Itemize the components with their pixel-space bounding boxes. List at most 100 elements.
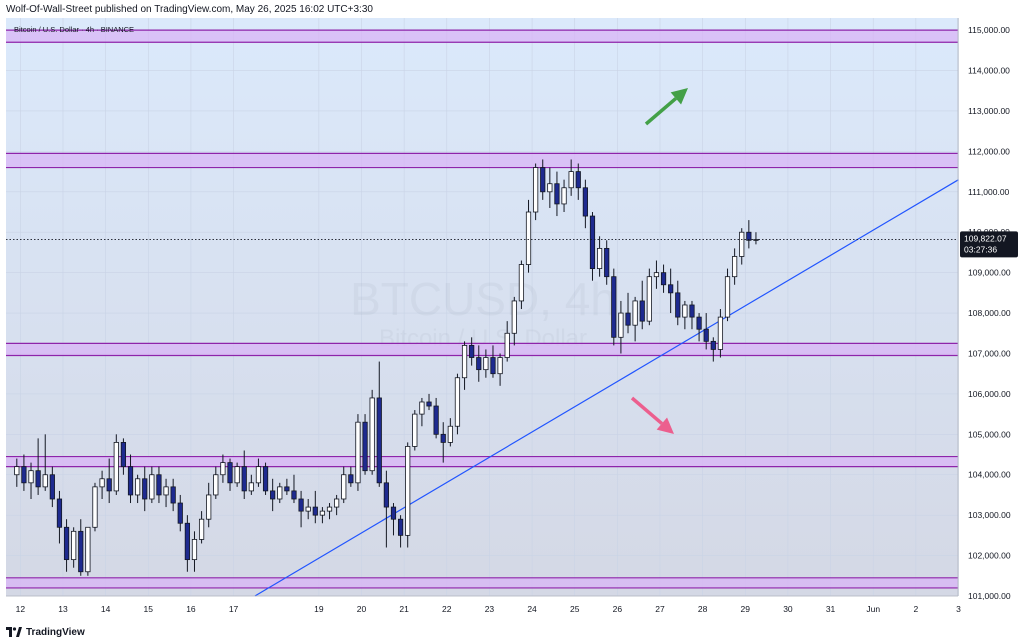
x-tick-label: 31 [826, 604, 836, 614]
candle [639, 280, 645, 330]
candle-body [561, 187, 567, 205]
y-tick-label: 101,000.00 [968, 591, 1011, 601]
price-chart[interactable]: BTCUSD, 4h Bitcoin / U.S. Dollar Bitcoin… [0, 18, 1024, 624]
candle-body [660, 272, 667, 286]
candle-body [220, 462, 226, 476]
candle [696, 313, 702, 342]
candle-body [405, 446, 411, 536]
candle [262, 462, 269, 495]
candle-body [42, 474, 48, 488]
time-axis[interactable]: 12 13 14 15 16 17 19 20 21 22 23 24 25 26 27 28 29 30 31 Ju… [6, 595, 961, 614]
candle [710, 337, 716, 362]
candle [511, 296, 517, 346]
candle [241, 450, 247, 499]
candle-body [291, 490, 297, 500]
candle [739, 228, 745, 265]
footer: TradingView [6, 624, 85, 640]
candle-body [14, 466, 20, 476]
y-tick-label: 102,000.00 [968, 551, 1011, 561]
candle-body [724, 276, 731, 318]
candle [113, 434, 119, 495]
candle [319, 507, 326, 524]
candle [49, 466, 55, 508]
candle-body [241, 466, 247, 492]
price-axis[interactable]: 115,000.00 114,000.00 113,000.00 112,000.00… [957, 18, 1011, 601]
candle [483, 349, 489, 378]
candle-body [490, 357, 496, 375]
candle [277, 482, 283, 504]
candle [42, 434, 48, 491]
arrow-up-icon [644, 88, 688, 126]
candle [497, 353, 503, 386]
x-tick-label: 16 [186, 604, 196, 614]
candle [540, 159, 546, 200]
arrow-down-icon-head [656, 417, 674, 434]
candle [632, 296, 638, 342]
candle [582, 179, 588, 229]
candle-body [618, 312, 624, 338]
candle-body [135, 478, 141, 496]
candle [618, 300, 624, 354]
x-tick-label: 12 [16, 604, 26, 614]
candle-body [106, 478, 112, 492]
candle-body [717, 316, 724, 350]
candle-body [334, 498, 340, 508]
candle-body [341, 474, 347, 500]
candle [234, 462, 240, 487]
candle [284, 478, 290, 495]
candle [248, 474, 254, 495]
x-tick-label: 22 [442, 604, 452, 614]
candle [270, 478, 276, 512]
candle [383, 470, 389, 548]
x-tick-label: 20 [357, 604, 367, 614]
candle [525, 199, 532, 273]
candle [177, 494, 183, 532]
tradingview-logo-icon[interactable] [6, 627, 22, 637]
candle-body [568, 171, 574, 189]
x-tick-label: 23 [485, 604, 495, 614]
candle [106, 458, 112, 504]
candle [554, 171, 560, 217]
candle [227, 458, 233, 491]
x-tick-label: 13 [58, 604, 68, 614]
candle [63, 519, 70, 572]
candle-body [177, 502, 183, 524]
candle [14, 458, 20, 487]
candle-body [277, 486, 283, 500]
candle [675, 280, 681, 326]
current-price-label: 109,822.07 03:27:36 [960, 231, 1018, 258]
x-tick-label: 2 [913, 604, 918, 614]
candle [78, 519, 84, 576]
candle-body [369, 397, 375, 472]
candle [518, 260, 525, 310]
candle [85, 526, 91, 576]
candle-body [49, 474, 55, 500]
candle-body [554, 183, 560, 205]
candle-body [348, 474, 354, 484]
x-tick-label: 3 [956, 604, 961, 614]
candle-body [540, 167, 546, 193]
candle-body [99, 478, 105, 488]
candle-body [312, 506, 318, 516]
candle-body [632, 300, 638, 326]
x-tick-label: 21 [399, 604, 409, 614]
candle [213, 466, 219, 499]
arrow-annotations[interactable] [630, 88, 688, 434]
candle-body [113, 442, 119, 492]
candle-body [483, 357, 489, 371]
candle-body [362, 421, 368, 472]
trendline-layer[interactable] [254, 179, 959, 597]
candle [689, 300, 695, 330]
candle [298, 490, 304, 528]
candle-body [156, 474, 162, 496]
candle-body [28, 470, 34, 484]
candle-body [518, 264, 525, 302]
candle-body [732, 256, 738, 278]
candle-body [682, 304, 688, 318]
candle [461, 341, 468, 390]
candle [156, 466, 162, 504]
candle [703, 313, 709, 350]
candle [653, 260, 660, 289]
tradingview-brand[interactable]: TradingView [26, 626, 85, 638]
x-tick-label: 19 [314, 604, 324, 614]
